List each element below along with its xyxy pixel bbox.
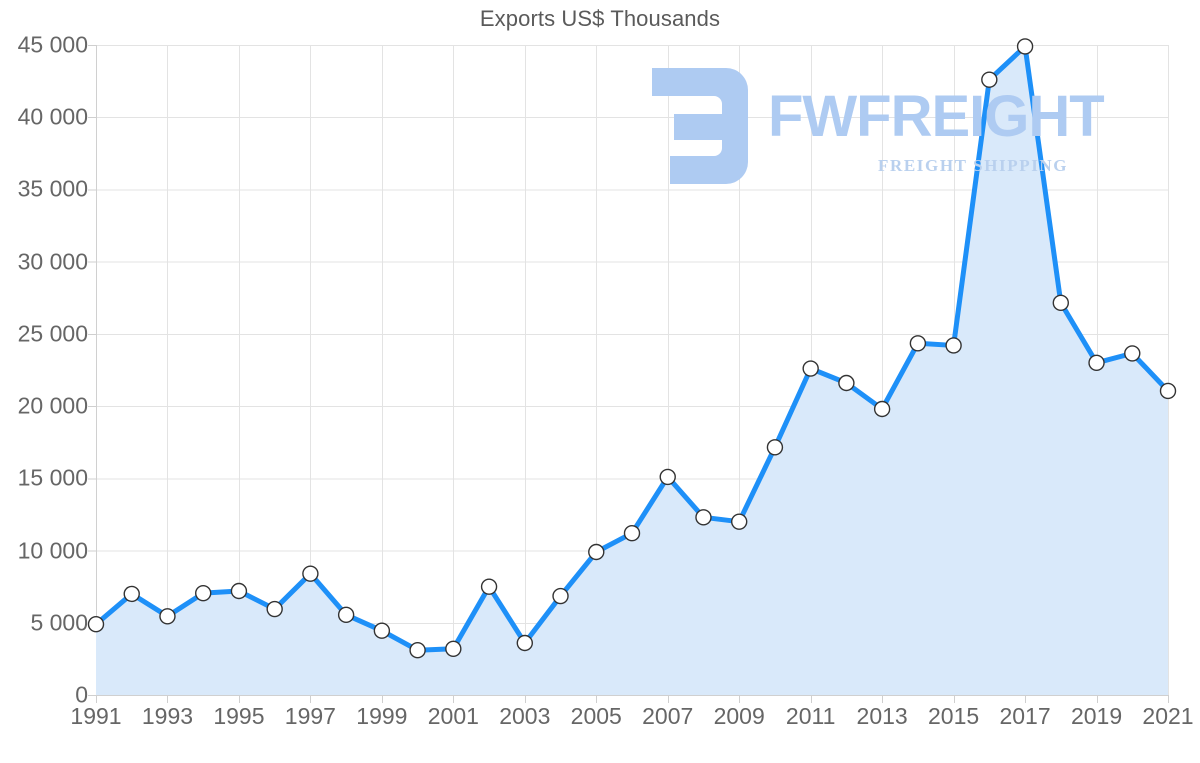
data-point-marker <box>981 71 998 88</box>
data-point-marker <box>1124 345 1141 362</box>
x-axis-tick-label: 1991 <box>70 703 122 729</box>
data-point-marker <box>1052 294 1070 312</box>
y-axis-tick-label: 25 000 <box>17 320 88 347</box>
x-axis-tick-label: 2017 <box>999 703 1051 729</box>
data-point-marker <box>445 640 462 657</box>
data-point-marker <box>695 509 712 526</box>
x-axis-tick-label: 1993 <box>141 703 194 729</box>
chart-title: Exports US$ Thousands <box>479 6 721 31</box>
data-point-marker <box>588 543 605 561</box>
x-axis-tick-label: 2003 <box>499 703 551 729</box>
data-point-marker <box>552 587 569 605</box>
data-point-marker <box>909 335 927 352</box>
data-point-marker <box>1159 382 1177 400</box>
y-axis-tick-label: 15 000 <box>17 464 88 491</box>
y-axis-tick-label: 40 000 <box>17 103 88 130</box>
data-point-marker <box>1088 354 1105 371</box>
data-point-marker <box>1016 38 1034 55</box>
data-point-marker <box>731 513 748 530</box>
x-axis-tick-label: 2015 <box>928 703 980 729</box>
data-point-marker <box>409 642 426 659</box>
x-axis-tick-label: 2001 <box>427 703 479 729</box>
data-point-marker <box>766 439 784 456</box>
x-axis-tick-label: 1997 <box>284 703 336 729</box>
x-axis-tick-label: 2009 <box>713 703 765 729</box>
y-axis-labels: 0 5 000 10 000 15 000 20 000 25 000 30 000 35 0… <box>0 0 88 763</box>
x-axis-tick-label: 1999 <box>356 703 408 729</box>
data-point-marker <box>838 374 855 392</box>
y-axis-tick-label: 10 000 <box>17 537 88 564</box>
data-point-marker <box>802 360 819 377</box>
y-axis-tick-label: 35 000 <box>17 175 88 202</box>
y-axis-tick-label: 30 000 <box>17 248 88 275</box>
data-point-marker <box>159 608 176 625</box>
x-axis-tick-label: 2011 <box>785 703 836 729</box>
x-axis-tick-label: 2021 <box>1142 703 1194 729</box>
data-point-marker <box>337 606 355 624</box>
y-axis-tick-label: 20 000 <box>17 392 88 419</box>
x-axis-tick-label: 2005 <box>570 703 622 729</box>
y-axis-tick-label: 5 000 <box>30 609 88 636</box>
data-point-marker <box>480 578 498 595</box>
data-point-marker <box>123 585 140 603</box>
x-axis-tick-label: 2019 <box>1070 703 1123 729</box>
data-point-marker <box>194 584 212 602</box>
data-point-marker <box>516 634 533 652</box>
data-point-marker <box>373 622 391 639</box>
y-axis-tick-label: 45 000 <box>17 31 88 58</box>
y-axis-tick-label: 0 <box>75 681 88 708</box>
data-point-marker <box>659 468 676 486</box>
data-point-marker <box>302 565 319 582</box>
data-point-marker <box>945 337 962 354</box>
data-point-marker <box>230 582 248 600</box>
x-axis-tick-label: 1995 <box>213 703 265 729</box>
data-point-marker <box>87 616 105 633</box>
data-point-marker <box>873 400 891 418</box>
series-area-fill <box>96 46 1168 695</box>
x-axis-tick-label: 2013 <box>856 703 908 729</box>
x-axis-tick-label: 2007 <box>642 703 694 729</box>
data-point-marker <box>623 525 641 542</box>
data-point-marker <box>266 600 283 618</box>
